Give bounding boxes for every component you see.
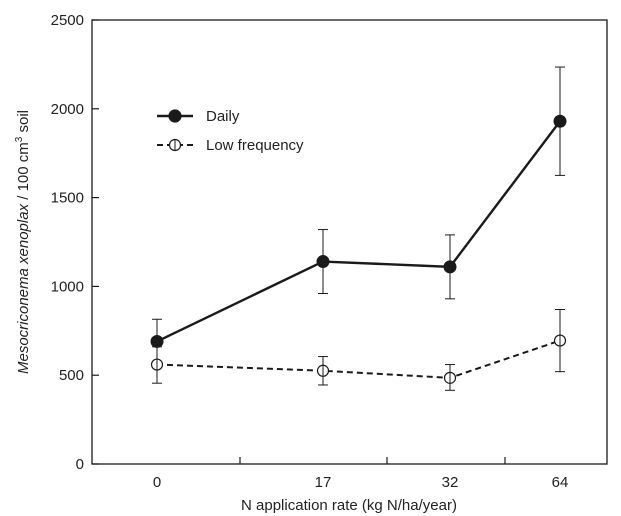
legend-label: Daily: [206, 108, 240, 125]
series-line: [156, 120, 561, 343]
data-point: [150, 334, 164, 348]
x-tick-label: 0: [153, 474, 161, 491]
y-tick-label: 0: [76, 456, 84, 473]
x-axis: 0 17 32 64: [153, 457, 569, 491]
y-tick-label: 2000: [51, 101, 84, 118]
y-axis-label-species: Mesocriconema xenoplax: [15, 203, 32, 374]
legend-marker: [168, 109, 182, 123]
y-axis-label-end: soil: [15, 110, 32, 137]
series-layer: [150, 66, 567, 391]
data-point: [316, 255, 330, 269]
y-axis-label: Mesocriconema xenoplax / 100 cm3 soil: [14, 110, 32, 374]
x-axis-label: N application rate (kg N/ha/year): [241, 497, 457, 514]
legend-label: Low frequency: [206, 137, 304, 154]
legend: Daily Low frequency: [157, 108, 304, 154]
data-point: [443, 260, 457, 274]
series-low-frequency: [150, 308, 567, 391]
y-axis: 0 500 1000 1500 2000 2500: [51, 12, 99, 473]
y-tick-label: 1500: [51, 190, 84, 207]
x-tick-label: 64: [552, 474, 569, 491]
y-tick-label: 2500: [51, 12, 84, 29]
plot-frame: [91, 19, 608, 465]
y-axis-label-unit: / 100 cm: [15, 142, 32, 204]
y-tick-label: 1000: [51, 278, 84, 295]
y-axis-label-exponent: 3: [14, 136, 25, 142]
y-tick-label: 500: [59, 367, 84, 384]
data-point: [553, 114, 567, 128]
x-tick-label: 17: [315, 474, 332, 491]
x-tick-label: 32: [442, 474, 459, 491]
series-line: [156, 339, 561, 379]
series-daily: [150, 66, 567, 366]
